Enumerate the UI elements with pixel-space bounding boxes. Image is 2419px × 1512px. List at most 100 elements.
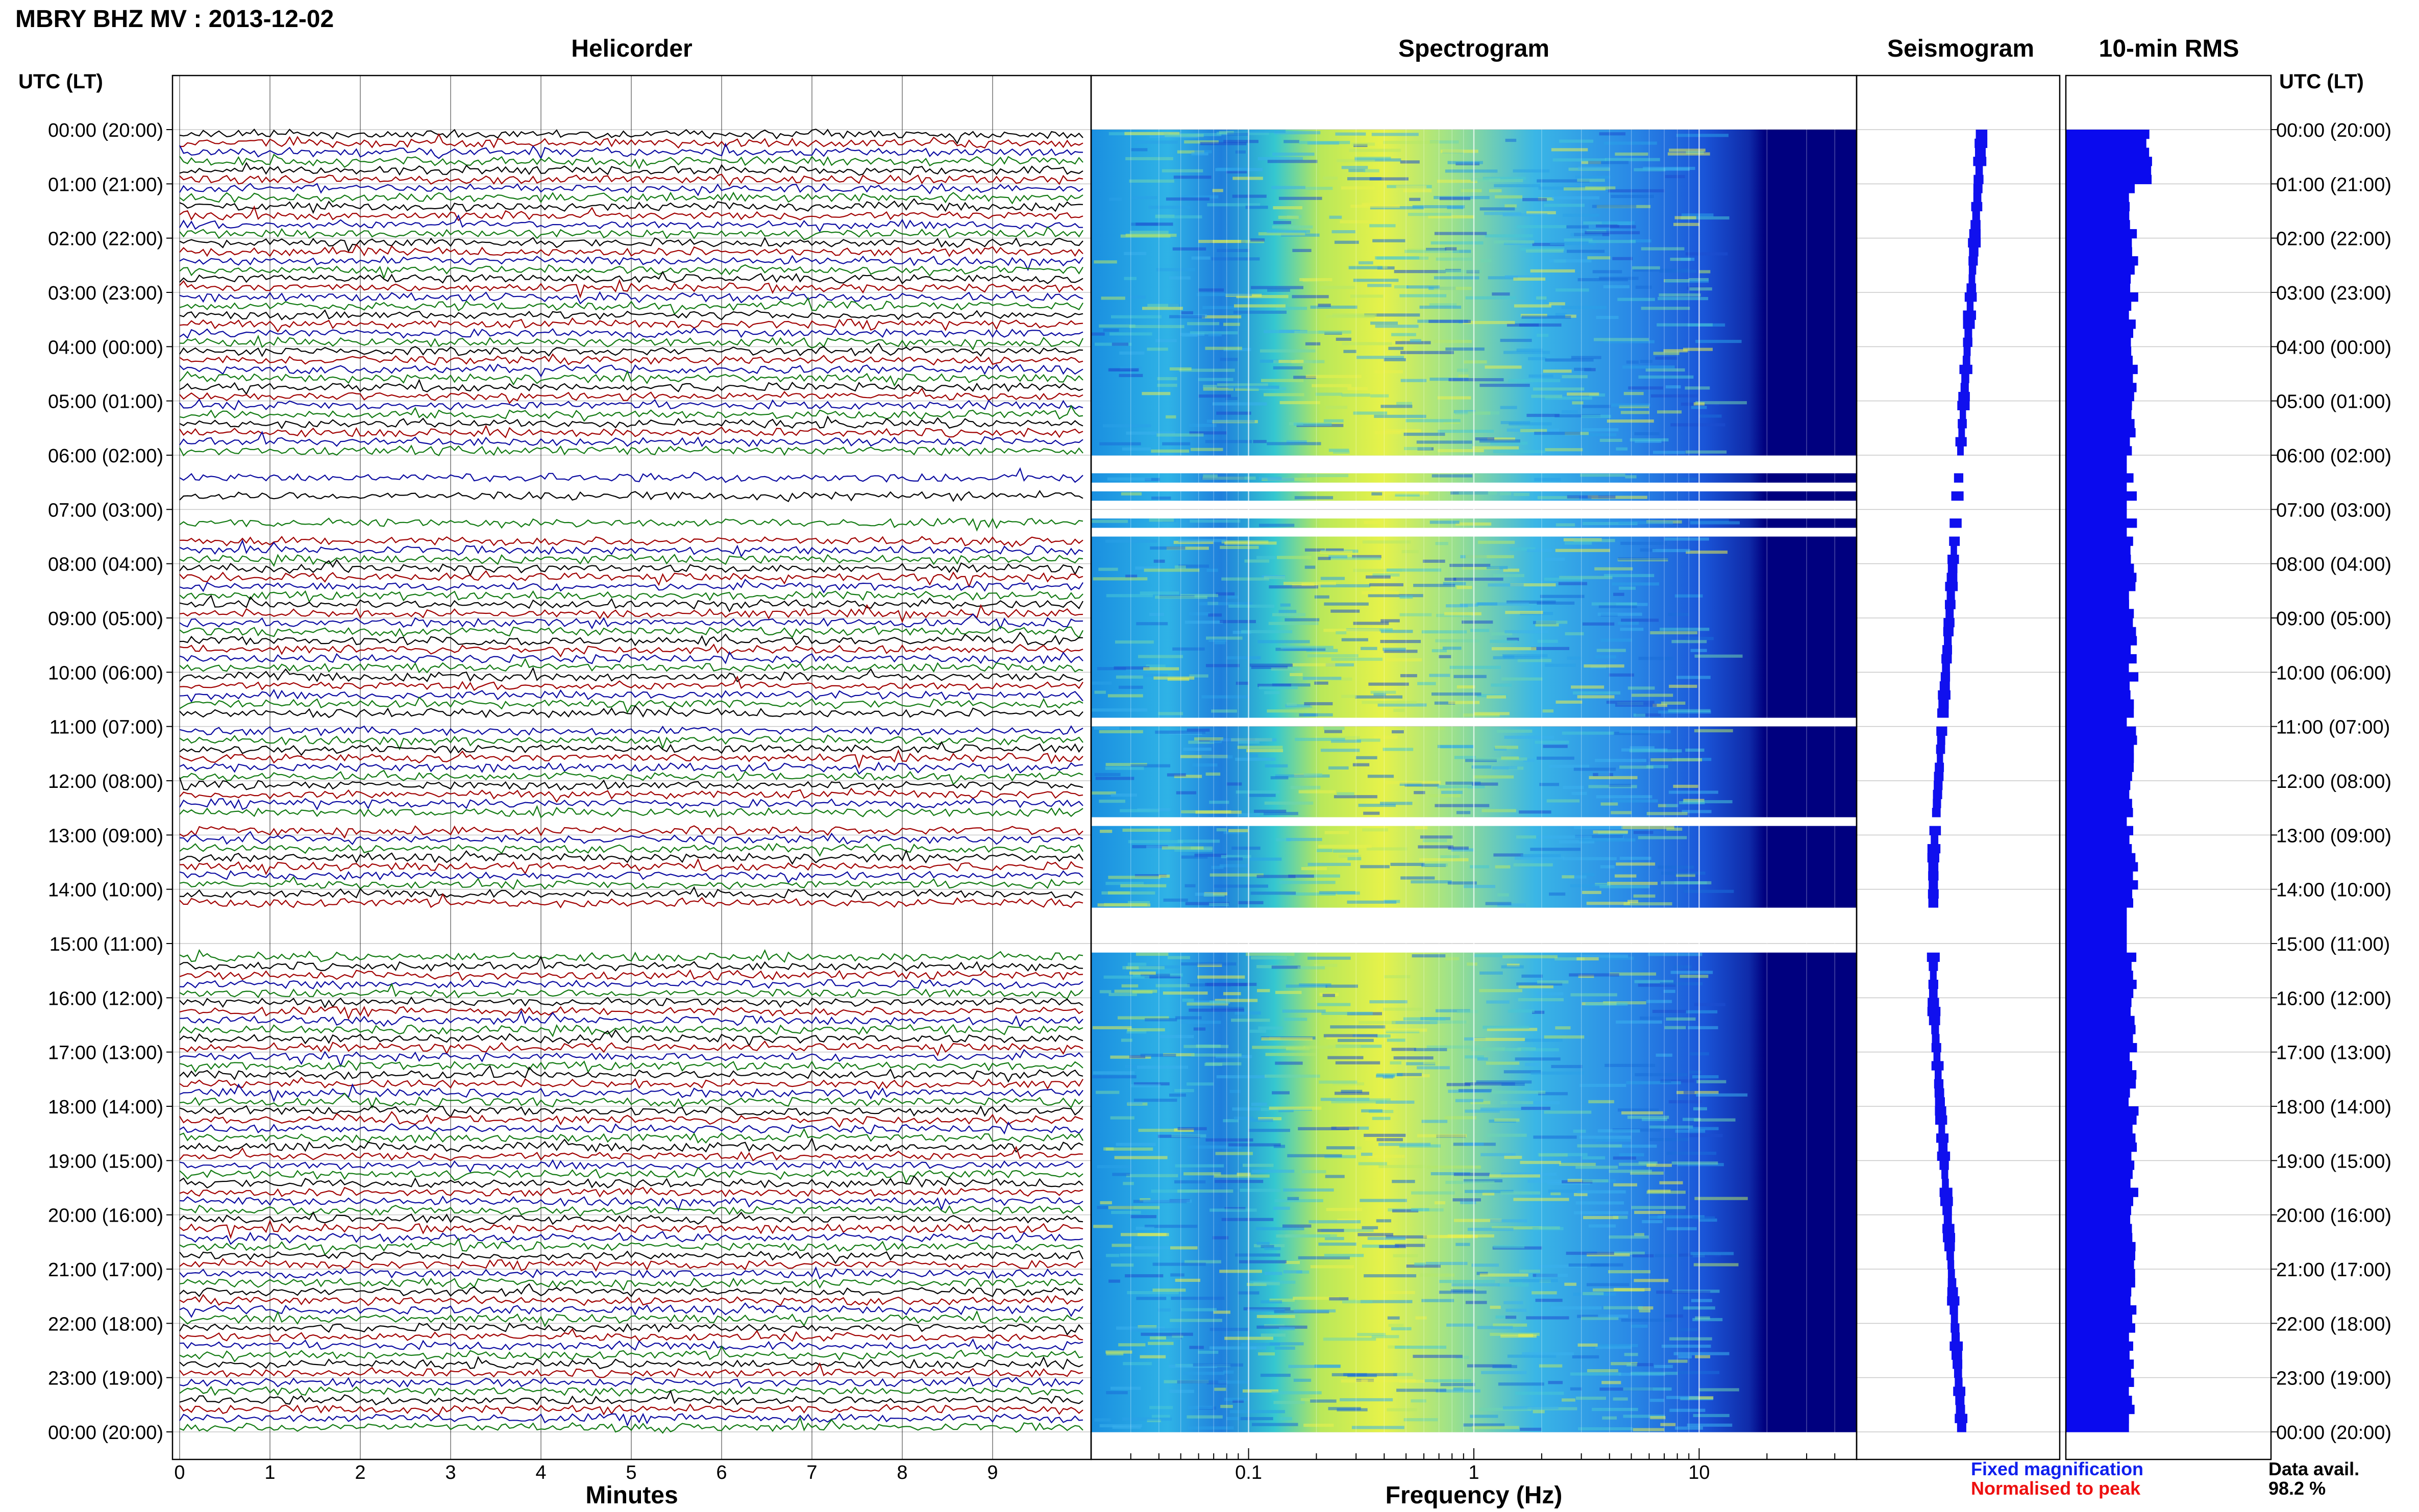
spectrogram-speckle [1388, 1324, 1404, 1327]
spectrogram-speckle [1632, 693, 1673, 697]
spectrogram-speckle [1364, 520, 1380, 524]
spectrogram-tick-label: 10 [1688, 1462, 1710, 1483]
spectrogram-speckle [1429, 674, 1450, 677]
spectrogram-speckle [1694, 1003, 1725, 1006]
spectrogram-speckle [1692, 1318, 1723, 1322]
spectrogram-speckle [1404, 783, 1440, 787]
spectrogram-speckle [1177, 1380, 1219, 1384]
hour-label-left: 22:00 (18:00) [48, 1313, 163, 1335]
spectrogram-speckle [1513, 1198, 1569, 1201]
spectrogram-speckle [1485, 902, 1512, 905]
rms-bar [2066, 1242, 2136, 1252]
spectrogram-speckle [1279, 330, 1300, 333]
spectrogram-speckle [1516, 349, 1543, 352]
spectrogram-speckle [1646, 1191, 1686, 1194]
spectrogram-speckle [1194, 737, 1223, 741]
spectrogram-speckle [1630, 1171, 1664, 1175]
spectrogram-speckle [1236, 681, 1249, 685]
seismogram-segment [1938, 1124, 1945, 1134]
spectrogram-speckle [1309, 1220, 1361, 1224]
spectrogram-speckle [1668, 1100, 1702, 1104]
spectrogram-speckle [1577, 1315, 1609, 1318]
spectrogram-speckle [1619, 1153, 1644, 1156]
spectrogram-speckle [1107, 891, 1130, 895]
rms-bar [2066, 916, 2127, 926]
spectrogram-speckle [1160, 1035, 1194, 1038]
spectrogram-speckle [1574, 367, 1592, 371]
spectrogram-speckle [1600, 865, 1615, 869]
spectrogram-speckle [1598, 773, 1609, 776]
spectrogram-speckle [1264, 801, 1314, 805]
seismogram-segment [1945, 582, 1958, 591]
seismogram-segment [1957, 401, 1970, 410]
spectrogram-speckle [1122, 1417, 1172, 1421]
seismogram-segment [1964, 328, 1972, 338]
spectrogram-speckle [1171, 1297, 1225, 1300]
spectrogram-speckle [1652, 549, 1690, 553]
spectrogram-speckle [1175, 1016, 1202, 1020]
spectrogram-speckle [1149, 518, 1174, 522]
seismogram-segment [1938, 1142, 1948, 1152]
spectrogram-speckle [1430, 241, 1484, 245]
spectrogram-speckle [1640, 360, 1653, 363]
spectrogram-speckle [1331, 1373, 1367, 1377]
spectrogram-speckle [1533, 1135, 1577, 1139]
spectrogram-speckle [1409, 197, 1421, 201]
spectrogram-speckle [1203, 385, 1217, 388]
spectrogram-speckle [1274, 1199, 1323, 1202]
seismogram-segment [1936, 1133, 1949, 1143]
spectrogram-speckle [1692, 1075, 1719, 1079]
spectrogram-speckle [1401, 550, 1419, 554]
spectrogram-speckle [1698, 270, 1711, 274]
spectrogram-speckle [1500, 421, 1531, 425]
spectrogram-speckle [1177, 1127, 1207, 1130]
seismogram-segment [1968, 265, 1977, 275]
seismogram-segment [1938, 690, 1951, 700]
spectrogram-speckle [1615, 152, 1648, 156]
spectrogram-speckle [1687, 1423, 1733, 1427]
hour-label-right: 20:00 (16:00) [2276, 1205, 2391, 1227]
data-availability-label: Data avail. [2268, 1458, 2360, 1479]
spectrogram-speckle [1267, 478, 1295, 481]
spectrogram-speckle [1509, 422, 1552, 426]
spectrogram-speckle [1129, 231, 1169, 234]
spectrogram-speckle [1320, 577, 1345, 580]
spectrogram-speckle [1183, 1045, 1229, 1048]
spectrogram-speckle [1248, 1129, 1291, 1132]
spectrogram-speckle [1283, 140, 1299, 143]
hour-label-right: 05:00 (01:00) [2276, 391, 2391, 413]
spectrogram-speckle [1429, 1020, 1467, 1024]
spectrogram-speckle [1376, 1074, 1395, 1078]
spectrogram-speckle [1618, 521, 1673, 525]
spectrogram-speckle [1169, 367, 1192, 371]
spectrogram-speckle [1418, 845, 1453, 849]
rms-bar [2066, 518, 2137, 528]
spectrogram-speckle [1290, 785, 1321, 789]
rms-bar [2066, 1079, 2136, 1089]
spectrogram-speckle [1674, 594, 1703, 598]
spectrogram-speckle [1595, 759, 1647, 762]
spectrogram-speckle [1219, 864, 1249, 867]
spectrogram-speckle [1184, 621, 1223, 624]
spectrogram-speckle [1659, 1209, 1685, 1213]
spectrogram-speckle [1140, 1355, 1166, 1358]
rms-bar [2066, 184, 2135, 193]
spectrogram-speckle [1588, 1224, 1616, 1228]
spectrogram-speckle [1380, 802, 1413, 805]
spectrogram-speckle [1641, 307, 1690, 310]
spectrogram-speckle [1623, 1415, 1665, 1418]
spectrogram-speckle [1278, 215, 1299, 219]
spectrogram-speckle [1435, 1009, 1470, 1012]
spectrogram-speckle [1253, 440, 1267, 443]
spectrogram-speckle [1258, 524, 1295, 527]
spectrogram-speckle [1492, 1365, 1517, 1369]
seismogram-segment [1928, 998, 1939, 1007]
spectrogram-speckle [1625, 475, 1637, 479]
hour-label-left: 14:00 (10:00) [48, 880, 163, 901]
spectrogram-speckle [1621, 1111, 1663, 1114]
spectrogram-speckle [1507, 1354, 1557, 1358]
spectrogram-speckle [1618, 1162, 1656, 1166]
seismogram-segment [1951, 1350, 1962, 1360]
rms-bar [2066, 961, 2132, 971]
spectrogram-speckle [1314, 1364, 1341, 1368]
